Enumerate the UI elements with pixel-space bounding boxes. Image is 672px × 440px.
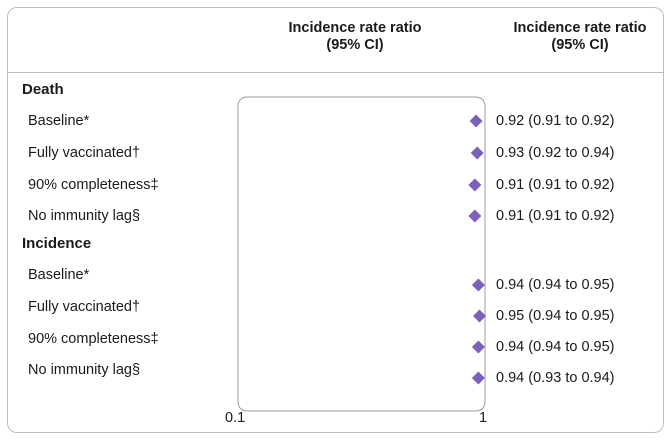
- group-title-incidence: Incidence: [22, 235, 92, 252]
- row-value: 0.94 (0.94 to 0.95): [496, 277, 615, 293]
- plot-panel: [237, 96, 486, 412]
- plot-column-header: Incidence rate ratio (95% CI): [288, 20, 422, 53]
- row-label: Baseline*: [28, 267, 90, 283]
- row-value: 0.95 (0.94 to 0.95): [496, 308, 615, 324]
- estimate-marker: [471, 278, 485, 292]
- row-label: 90% completeness‡: [28, 177, 159, 193]
- row-label: 90% completeness‡: [28, 331, 159, 347]
- estimate-marker: [470, 146, 484, 160]
- estimate-marker: [468, 178, 482, 192]
- row-value: 0.91 (0.91 to 0.92): [496, 177, 615, 193]
- row-label: Fully vaccinated†: [28, 145, 141, 161]
- row-value: 0.93 (0.92 to 0.94): [496, 145, 615, 161]
- value-column-header: Incidence rate ratio (95% CI): [513, 20, 647, 53]
- estimate-marker: [468, 209, 482, 223]
- estimate-marker: [471, 371, 485, 385]
- row-value: 0.94 (0.94 to 0.95): [496, 339, 615, 355]
- group-title-death: Death: [22, 81, 64, 98]
- row-label: Fully vaccinated†: [28, 299, 141, 315]
- row-label: Baseline*: [28, 113, 90, 129]
- row-label: No immunity lag§: [28, 208, 141, 224]
- row-value: 0.92 (0.91 to 0.92): [496, 113, 615, 129]
- estimate-marker: [472, 309, 486, 323]
- x-tick-label: 1: [479, 410, 488, 426]
- row-value: 0.91 (0.91 to 0.92): [496, 208, 615, 224]
- estimate-marker: [471, 340, 485, 354]
- estimate-marker: [469, 114, 483, 128]
- x-tick-label: 0.1: [225, 410, 246, 426]
- row-value: 0.94 (0.93 to 0.94): [496, 370, 615, 386]
- header-divider: [8, 72, 663, 73]
- chart-frame: [7, 7, 664, 433]
- row-label: No immunity lag§: [28, 362, 141, 378]
